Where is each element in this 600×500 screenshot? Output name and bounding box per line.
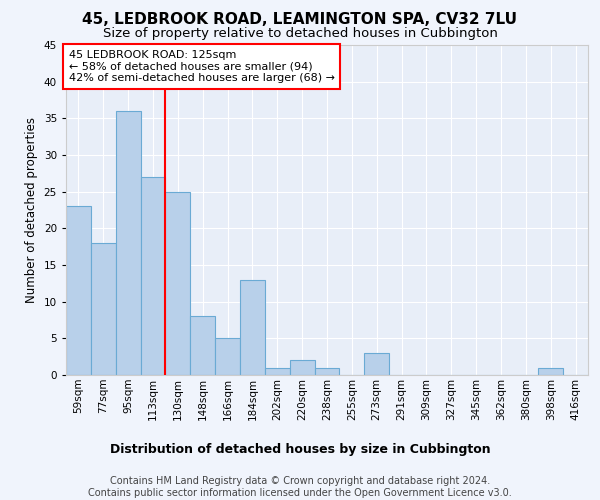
Bar xyxy=(538,368,563,375)
Bar xyxy=(240,280,265,375)
Bar xyxy=(290,360,314,375)
Bar xyxy=(190,316,215,375)
Bar xyxy=(66,206,91,375)
Text: Size of property relative to detached houses in Cubbington: Size of property relative to detached ho… xyxy=(103,28,497,40)
Text: 45, LEDBROOK ROAD, LEAMINGTON SPA, CV32 7LU: 45, LEDBROOK ROAD, LEAMINGTON SPA, CV32 … xyxy=(83,12,517,28)
Bar xyxy=(116,111,140,375)
Text: Contains HM Land Registry data © Crown copyright and database right 2024.
Contai: Contains HM Land Registry data © Crown c… xyxy=(88,476,512,498)
Text: Distribution of detached houses by size in Cubbington: Distribution of detached houses by size … xyxy=(110,442,490,456)
Bar xyxy=(314,368,340,375)
Text: 45 LEDBROOK ROAD: 125sqm
← 58% of detached houses are smaller (94)
42% of semi-d: 45 LEDBROOK ROAD: 125sqm ← 58% of detach… xyxy=(68,50,335,83)
Bar xyxy=(91,243,116,375)
Bar xyxy=(364,353,389,375)
Y-axis label: Number of detached properties: Number of detached properties xyxy=(25,117,38,303)
Bar xyxy=(166,192,190,375)
Bar xyxy=(215,338,240,375)
Bar xyxy=(265,368,290,375)
Bar xyxy=(140,177,166,375)
